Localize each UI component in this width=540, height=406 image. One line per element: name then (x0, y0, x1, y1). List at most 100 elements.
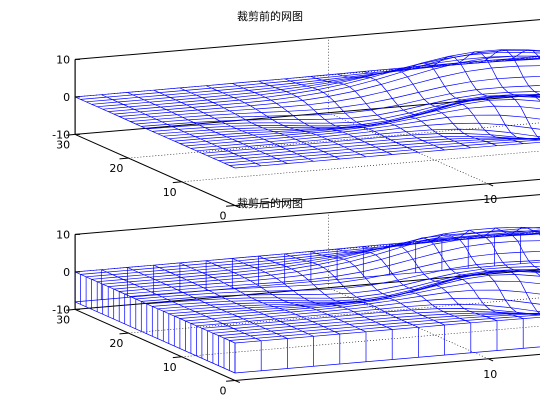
y-tick-mark (66, 308, 76, 311)
z-tick-label: 10 (56, 53, 70, 66)
mesh-row-line (168, 95, 540, 140)
mesh-column-line (336, 73, 498, 147)
mesh-row-line (218, 312, 540, 336)
mesh-column-line (205, 85, 367, 158)
y-tick-label: 20 (109, 337, 123, 350)
y-tick-mark (172, 356, 182, 359)
mesh-row-line (234, 141, 540, 169)
mesh-row-line (223, 138, 540, 164)
mesh-column-line (494, 49, 540, 62)
mesh-row-line (168, 270, 540, 315)
mesh-row-line (207, 135, 540, 157)
mesh-row-line (119, 55, 540, 117)
x-tick-mark (234, 380, 241, 384)
y-tick-mark (172, 181, 182, 184)
mesh-column-line (179, 87, 340, 160)
bottom-plot-mesh (74, 226, 540, 374)
mesh-row-line (174, 274, 540, 317)
x-axis-line (234, 178, 540, 206)
top-plot-mesh (74, 49, 540, 169)
mesh-row-line (190, 297, 540, 324)
mesh-row-line (229, 314, 540, 341)
y-tick-mark (119, 157, 129, 160)
y-axis-line (74, 133, 236, 206)
y-tick-label: 20 (109, 162, 123, 175)
back-floor-edge (75, 94, 540, 135)
mesh-row-line (229, 139, 540, 166)
top-plot-axes (66, 58, 540, 209)
mesh-row-line (113, 50, 540, 115)
y-tick-label: 10 (163, 186, 177, 199)
mesh-column-line (389, 237, 540, 315)
y-tick-mark (226, 205, 236, 207)
mesh-row-line (201, 133, 540, 154)
mesh-row-line (174, 99, 540, 142)
mesh-row-line (146, 94, 540, 130)
x-tick-label: 10 (483, 368, 497, 381)
mesh-row-line (130, 75, 540, 122)
z-tick-label: 10 (56, 228, 70, 241)
mesh-row-line (130, 250, 540, 297)
mesh-row-line (146, 269, 540, 305)
mesh-column-line (389, 62, 540, 140)
skirt-bottom-outline (74, 261, 540, 374)
floor-grid-x (328, 287, 489, 360)
mesh-row-line (179, 280, 540, 319)
mesh-column-line (415, 56, 540, 139)
y-tick-label: 30 (56, 313, 70, 326)
y-tick-label: 10 (163, 361, 177, 374)
mesh-column-line (74, 96, 236, 169)
mesh-row-line (212, 312, 540, 334)
mesh-column-line (232, 258, 393, 330)
mesh-column-line (494, 226, 540, 237)
mesh-row-line (185, 289, 540, 322)
mesh-row-line (141, 265, 540, 302)
x-tick-mark (234, 205, 241, 209)
x-axis-line (234, 353, 540, 381)
mesh-column-line (441, 229, 540, 276)
y-tick-label: 0 (220, 385, 227, 398)
mesh-column-line (310, 76, 471, 149)
bottom-plot-axes (66, 233, 540, 384)
mesh-row-line (212, 137, 540, 159)
mesh-column-line (363, 244, 524, 319)
mesh-row-line (223, 313, 540, 339)
y-axis-line (74, 308, 236, 381)
mesh-row-line (102, 51, 540, 110)
z-tick-label: 0 (63, 91, 70, 104)
mesh-column-line (153, 264, 314, 337)
mesh-row-line (207, 310, 540, 332)
mesh-row-line (190, 122, 540, 149)
mesh-row-line (152, 270, 540, 307)
mesh-row-line (163, 95, 540, 137)
mesh-row-line (141, 90, 540, 127)
mesh-column-line (415, 233, 540, 314)
mesh-column-line (258, 80, 419, 153)
back-top-edge (75, 194, 540, 235)
mesh-row-line (124, 65, 540, 120)
mesh-row-line (135, 260, 540, 300)
mesh-row-line (185, 114, 540, 147)
mesh-row-line (102, 226, 540, 285)
mesh-row-line (124, 240, 540, 295)
mesh-column-line (468, 49, 540, 95)
mesh-row-line (97, 55, 540, 108)
mesh-column-line (284, 253, 445, 326)
mesh-column-line (179, 262, 340, 335)
mesh-row-line (157, 270, 540, 310)
mesh-row-line (196, 128, 540, 152)
mesh-row-line (218, 137, 540, 161)
mesh-column-line (153, 89, 314, 162)
mesh-row-line (179, 105, 540, 144)
mesh-row-line (108, 49, 540, 112)
mesh-row-line (196, 303, 540, 327)
mesh-column-line (101, 269, 262, 342)
mesh-column-line (127, 92, 288, 164)
mesh-column-line (284, 78, 445, 151)
mesh-row-line (75, 230, 540, 273)
mesh-column-line (363, 69, 524, 144)
